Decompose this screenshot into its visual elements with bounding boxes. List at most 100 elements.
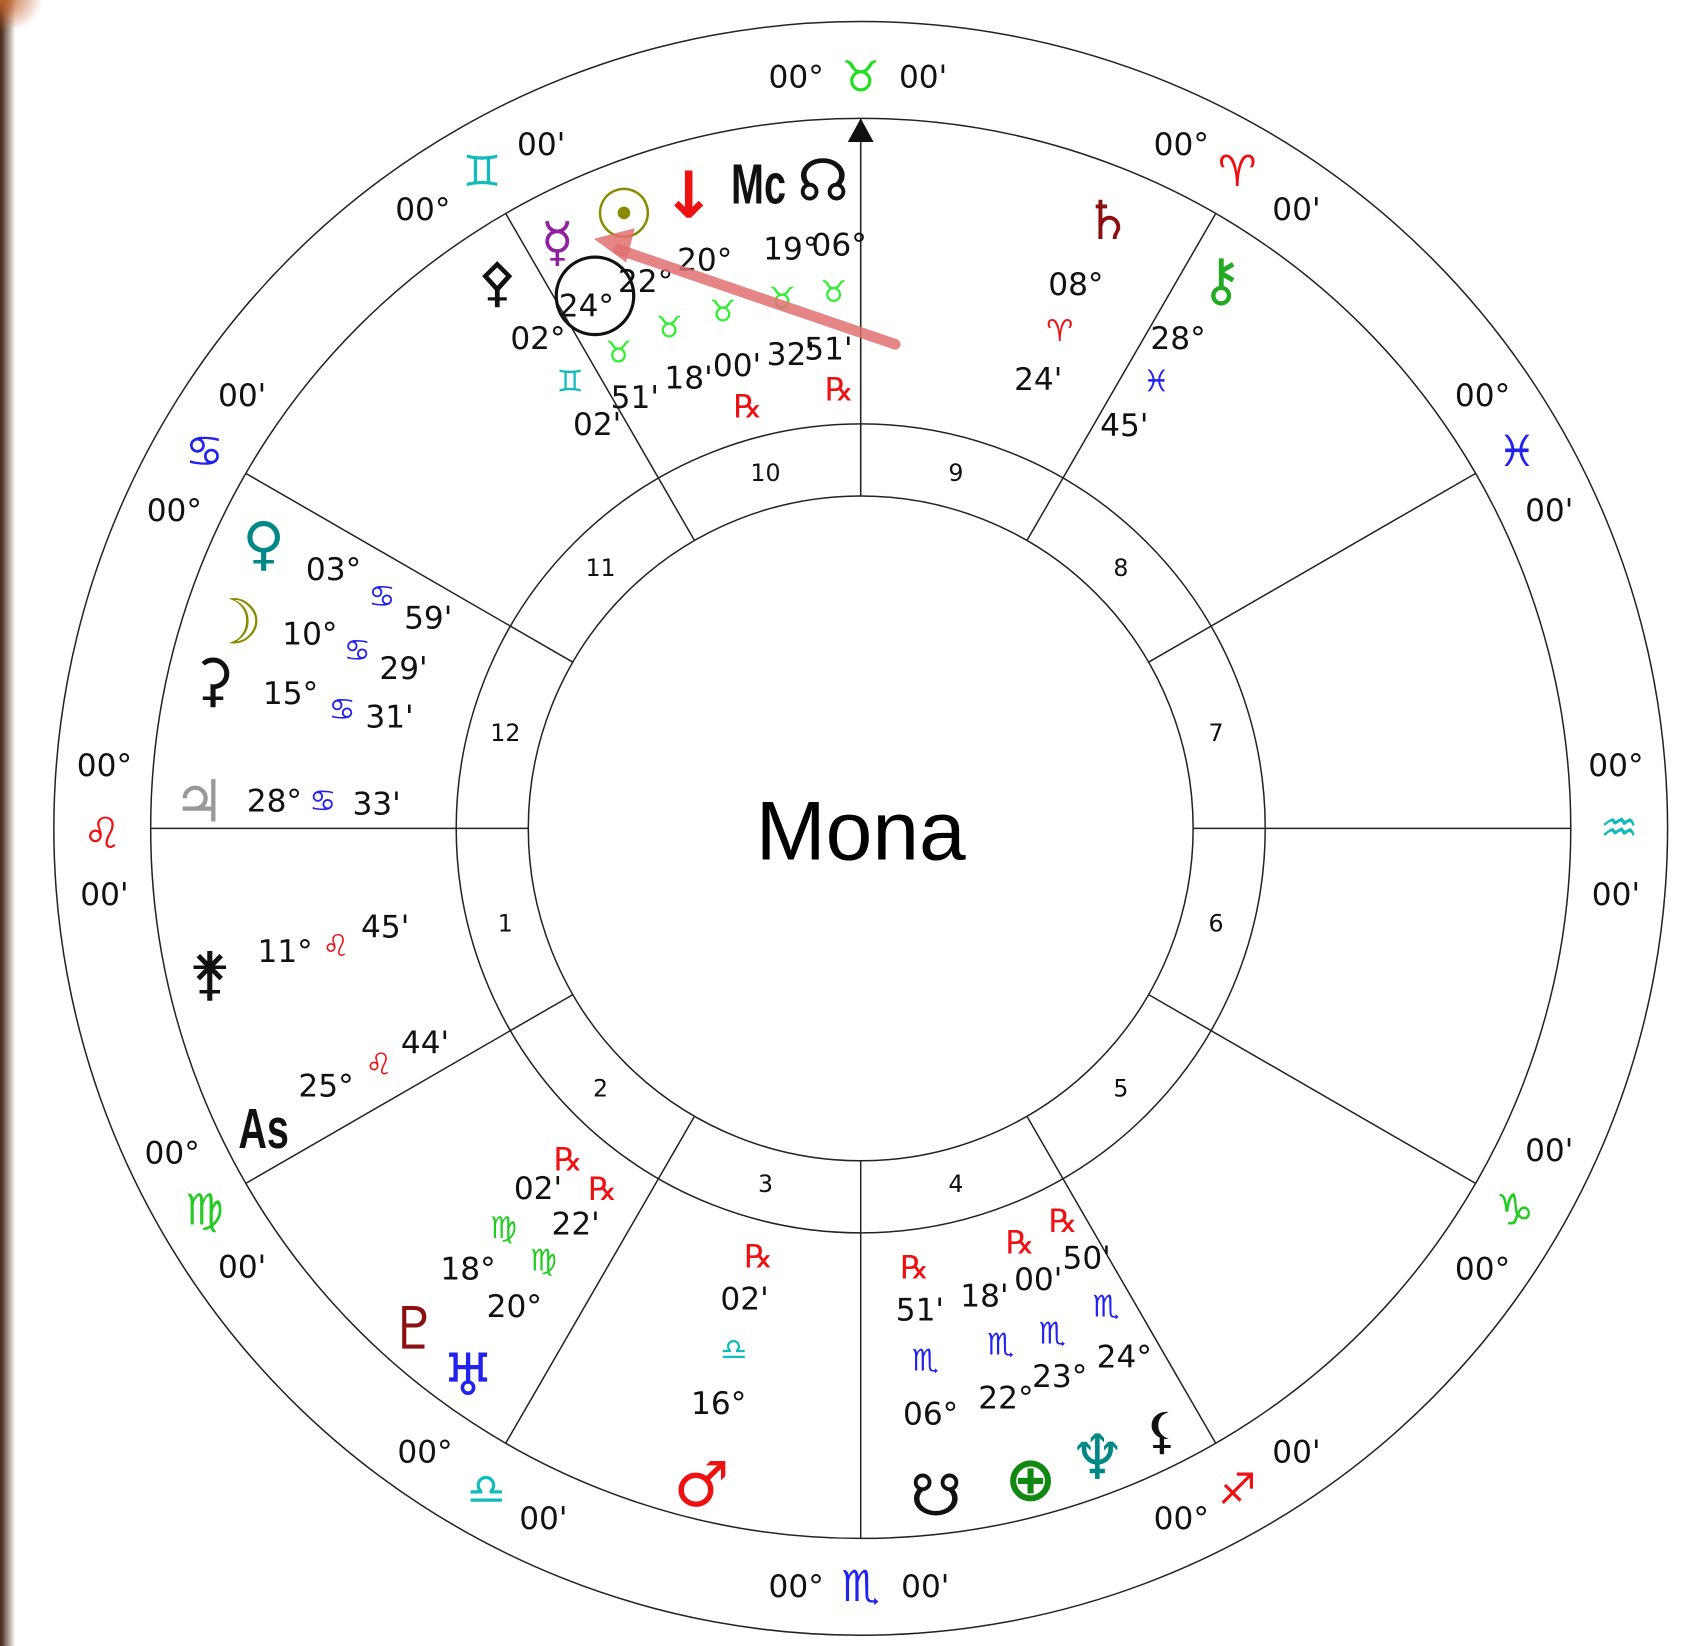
point-sign: ♌ [365,1048,392,1083]
house-number: 12 [490,719,520,747]
point-minutes: 33' [352,787,400,823]
mc-arrow [847,118,874,143]
cusp-sign: ♓ [1498,427,1537,477]
cusp-minutes: 00' [901,1569,949,1605]
cusp-degree: 00° [145,1135,200,1171]
point-sign: ♉ [656,311,683,346]
cusp-degree: 00° [1455,378,1510,414]
cusp-degree: 00° [769,1569,824,1605]
point-retrograde: ℞ [825,370,854,408]
point-minutes: 02' [514,1171,562,1207]
point-sign: ♍ [490,1211,517,1246]
point-minutes: 51' [896,1292,944,1328]
point-degree: 24° [1097,1340,1152,1376]
point-sign: ♋ [329,693,356,728]
point-minutes: 59' [404,601,452,637]
house-number: 11 [585,554,615,582]
point-retrograde: ℞ [733,388,762,426]
cusp-minutes: 00' [899,59,947,95]
point-minutes: 00' [713,348,761,384]
point-minutes: 18' [664,361,712,397]
cusp-degree: 00° [1154,127,1209,163]
cusp-minutes: 00' [1525,1133,1573,1169]
point-glyph: As [238,1098,289,1161]
house-number: 6 [1209,910,1224,938]
point-glyph: ♆ [1069,1421,1125,1494]
point-minutes: 02' [573,407,621,443]
corner [0,0,44,33]
house-cusp [505,1115,696,1444]
point-minutes: 18' [960,1278,1008,1314]
point-degree: 22° [978,1381,1033,1417]
point-sign: ♌ [322,929,349,964]
point-retrograde: ℞ [554,1141,583,1179]
point-degree: 23° [1032,1359,1087,1395]
cusp-degree: 00° [1455,1251,1510,1287]
annotation-arrowhead [593,228,635,263]
house-number: 3 [758,1170,773,1198]
house-number: 7 [1209,719,1224,747]
house-number: 2 [593,1075,608,1103]
house-number: 4 [948,1170,963,1198]
point-sign: ♋ [368,580,395,615]
cusp-sign: ♍ [185,1185,224,1235]
point-degree: 02° [510,321,565,357]
point-sign: ♋ [309,784,336,819]
point-minutes: 51' [611,380,659,416]
point-minutes: 51' [804,332,852,368]
point-sign: ♊ [557,364,584,399]
point-sign: ♓ [1143,364,1170,399]
house-cusp [505,213,696,541]
cusp-minutes: 00' [519,1501,567,1537]
point-glyph: ⚸ [1144,1402,1180,1460]
point-sign: ♉ [605,335,632,370]
left-edge [0,0,16,1646]
point-sign: ♍ [530,1243,557,1278]
cusp-degree: 00° [1154,1501,1209,1537]
point-glyph: ♃ [173,767,225,835]
point-glyph: ♂ [674,1448,730,1521]
point-minutes: 22' [551,1206,599,1242]
cusp-sign: ♌ [83,809,122,859]
cusp-degree: 00° [147,493,202,529]
point-glyph: ♇ [388,1295,440,1363]
annotation-circle [554,255,636,337]
point-retrograde: ℞ [588,1170,617,1208]
cusp-sign: ♉ [841,52,880,102]
point-degree: 28° [247,783,302,819]
cusp-minutes: 00' [218,378,266,414]
cusp-sign: ♋ [185,427,224,477]
cusp-sign: ♑ [1496,1185,1535,1235]
point-degree: 24° [559,289,614,325]
point-glyph: ⚷ [1200,246,1243,314]
point-sign: ♋ [344,633,371,668]
cusp-degree: 00° [395,192,450,228]
house-cusp [1148,993,1477,1185]
point-sign: ♏ [1092,1290,1119,1325]
point-minutes: 02' [720,1282,768,1318]
point-retrograde: ℞ [1048,1202,1077,1240]
cusp-sign: ♈ [1218,147,1257,197]
cusps [150,118,1571,1539]
cusp-sign: ♒ [1600,803,1639,853]
house-number: 1 [498,910,513,938]
point-glyph: ⚵ [189,940,232,1008]
point-sign: ♉ [710,294,737,329]
point-glyph: ♀ [242,509,285,577]
point-glyph: ⊕ [1005,1443,1057,1516]
point-degree: 20° [487,1289,542,1325]
point-degree: 15° [263,676,318,712]
house-cusp [1026,213,1217,541]
house-cusp [245,993,574,1185]
point-minutes: 32' [767,337,815,373]
point-sign: ♎ [720,1333,747,1368]
point-glyph: ♅ [442,1341,494,1409]
point-glyph: ⚳ [192,646,235,714]
outer-ring [53,20,1669,1636]
point-degree: 06° [903,1397,958,1433]
point-sign: ♏ [1039,1317,1066,1352]
point-degree: 11° [258,934,313,970]
point-degree: 25° [298,1069,353,1105]
